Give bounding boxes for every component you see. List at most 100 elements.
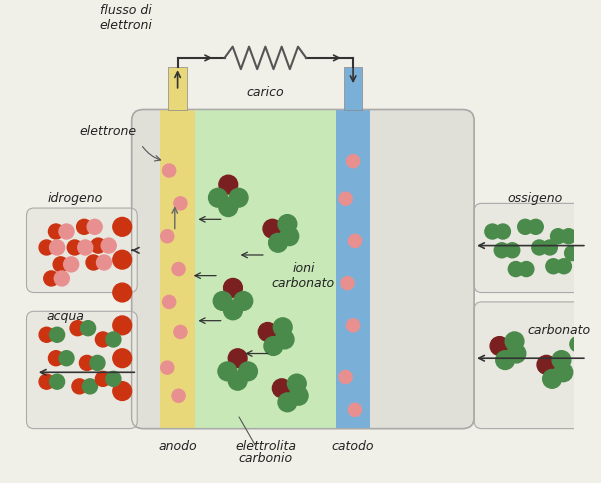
Circle shape bbox=[275, 330, 294, 349]
Circle shape bbox=[508, 262, 523, 277]
Text: elettrone: elettrone bbox=[79, 125, 136, 138]
FancyBboxPatch shape bbox=[474, 203, 596, 293]
Circle shape bbox=[278, 214, 297, 233]
Circle shape bbox=[44, 271, 59, 286]
Text: anodo: anodo bbox=[158, 440, 197, 453]
Circle shape bbox=[113, 349, 132, 368]
Circle shape bbox=[76, 219, 91, 234]
Circle shape bbox=[339, 370, 352, 384]
Circle shape bbox=[82, 379, 97, 394]
FancyBboxPatch shape bbox=[474, 302, 596, 428]
Circle shape bbox=[542, 240, 557, 255]
Circle shape bbox=[213, 292, 232, 311]
Circle shape bbox=[551, 229, 566, 244]
Circle shape bbox=[113, 250, 132, 269]
Circle shape bbox=[49, 351, 64, 366]
Text: ossigeno: ossigeno bbox=[508, 192, 563, 205]
Circle shape bbox=[113, 382, 132, 400]
Circle shape bbox=[349, 403, 362, 416]
Circle shape bbox=[39, 327, 54, 342]
Circle shape bbox=[54, 271, 69, 286]
Circle shape bbox=[113, 283, 132, 302]
Circle shape bbox=[219, 175, 237, 194]
Bar bbox=[344, 67, 362, 110]
Text: ioni
carbonato: ioni carbonato bbox=[272, 262, 335, 290]
Circle shape bbox=[59, 224, 74, 239]
Circle shape bbox=[495, 224, 510, 239]
Circle shape bbox=[59, 351, 74, 366]
Circle shape bbox=[228, 371, 247, 390]
Circle shape bbox=[224, 278, 242, 297]
Circle shape bbox=[349, 234, 362, 247]
Circle shape bbox=[234, 292, 252, 311]
Circle shape bbox=[280, 227, 299, 245]
Circle shape bbox=[160, 229, 174, 243]
Circle shape bbox=[537, 355, 556, 374]
Circle shape bbox=[272, 379, 291, 398]
Circle shape bbox=[543, 369, 561, 388]
Circle shape bbox=[174, 326, 187, 339]
Circle shape bbox=[228, 349, 247, 368]
Circle shape bbox=[347, 155, 359, 168]
Circle shape bbox=[490, 337, 509, 355]
Circle shape bbox=[72, 379, 87, 394]
Circle shape bbox=[258, 323, 277, 341]
Circle shape bbox=[546, 259, 561, 274]
Circle shape bbox=[113, 316, 132, 335]
Circle shape bbox=[224, 301, 242, 320]
Circle shape bbox=[39, 240, 54, 255]
Circle shape bbox=[39, 374, 54, 389]
Circle shape bbox=[263, 219, 282, 238]
Circle shape bbox=[50, 327, 64, 342]
Circle shape bbox=[494, 243, 509, 258]
Circle shape bbox=[341, 277, 354, 290]
Circle shape bbox=[101, 238, 116, 253]
Circle shape bbox=[106, 371, 121, 386]
Circle shape bbox=[552, 351, 571, 369]
Circle shape bbox=[485, 224, 500, 239]
FancyBboxPatch shape bbox=[26, 311, 137, 428]
Circle shape bbox=[219, 198, 237, 216]
Circle shape bbox=[79, 355, 94, 370]
Circle shape bbox=[96, 332, 111, 347]
Circle shape bbox=[528, 219, 543, 234]
Text: acqua: acqua bbox=[47, 310, 85, 323]
Circle shape bbox=[575, 351, 590, 366]
Circle shape bbox=[532, 240, 547, 255]
Circle shape bbox=[86, 255, 101, 270]
Circle shape bbox=[87, 219, 102, 234]
Circle shape bbox=[347, 319, 359, 332]
Circle shape bbox=[505, 243, 520, 258]
Circle shape bbox=[81, 321, 96, 336]
Bar bbox=[160, 110, 195, 428]
Circle shape bbox=[218, 362, 237, 381]
Circle shape bbox=[49, 224, 64, 239]
Circle shape bbox=[67, 240, 82, 255]
FancyBboxPatch shape bbox=[132, 110, 474, 428]
Circle shape bbox=[64, 257, 79, 272]
Circle shape bbox=[209, 188, 227, 207]
Circle shape bbox=[519, 262, 534, 277]
Circle shape bbox=[53, 257, 68, 272]
Circle shape bbox=[505, 332, 524, 351]
Circle shape bbox=[575, 245, 590, 261]
Circle shape bbox=[278, 393, 297, 412]
Text: idrogeno: idrogeno bbox=[47, 192, 103, 205]
Bar bbox=[168, 67, 187, 110]
Circle shape bbox=[561, 229, 576, 244]
Circle shape bbox=[172, 389, 185, 402]
FancyBboxPatch shape bbox=[26, 208, 137, 293]
Bar bbox=[195, 110, 336, 428]
Text: carico: carico bbox=[246, 86, 284, 99]
Circle shape bbox=[70, 321, 85, 336]
Circle shape bbox=[554, 363, 573, 382]
Circle shape bbox=[269, 233, 287, 252]
Circle shape bbox=[557, 259, 572, 274]
Bar bbox=[336, 110, 370, 428]
Text: elettrolita: elettrolita bbox=[236, 440, 296, 453]
Circle shape bbox=[172, 262, 185, 276]
Circle shape bbox=[174, 197, 187, 210]
Circle shape bbox=[507, 344, 526, 363]
Text: flusso di
elettroni: flusso di elettroni bbox=[100, 3, 153, 31]
Circle shape bbox=[287, 374, 306, 393]
